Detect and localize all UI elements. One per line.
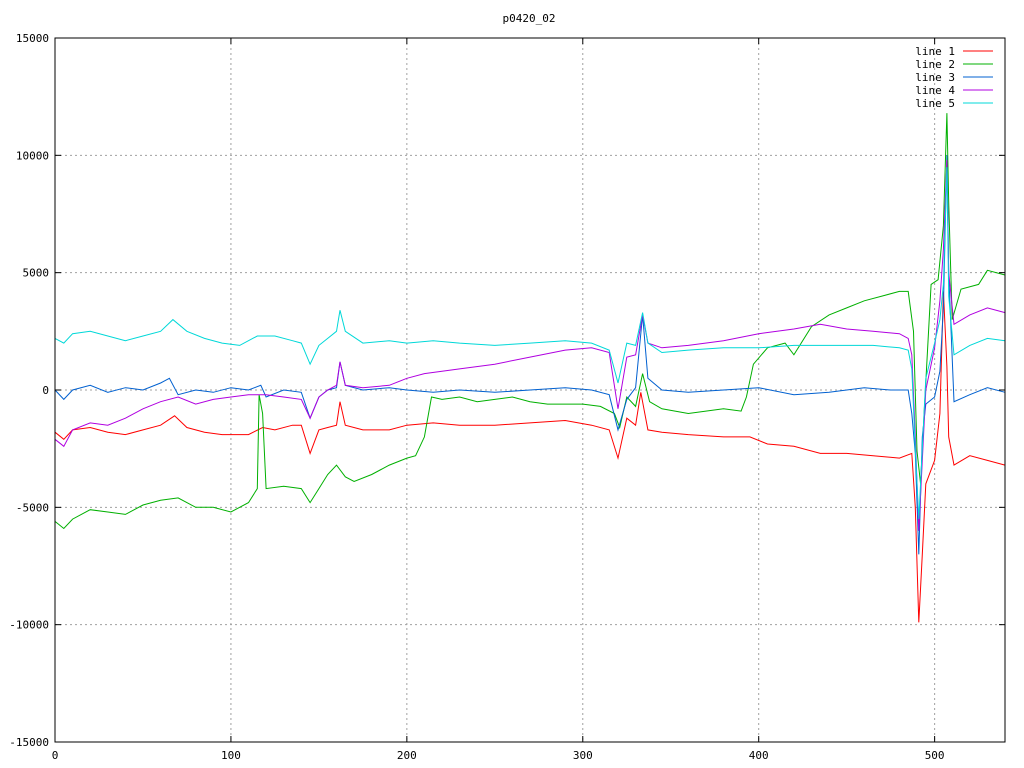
legend-label: line 2 — [915, 58, 955, 71]
y-tick-label: -15000 — [9, 736, 49, 749]
axis-ticks: -15000 -10000 -5000 0 5000 10000 15000 0 100 200 3… — [9, 32, 1005, 762]
legend-label: line 3 — [915, 71, 955, 84]
legend-label: line 5 — [915, 97, 955, 110]
x-tick-label: 400 — [749, 749, 769, 762]
y-tick-label: 5000 — [23, 267, 50, 280]
series-lines — [54, 113, 1006, 623]
x-tick-label: 100 — [221, 749, 241, 762]
y-tick-label: -10000 — [9, 619, 49, 632]
x-tick-label: 0 — [52, 749, 59, 762]
y-tick-label: 15000 — [16, 32, 49, 45]
y-tick-label: 0 — [42, 384, 49, 397]
series-line-5 — [54, 167, 1006, 520]
series-line-1 — [54, 291, 1006, 623]
x-tick-label: 500 — [925, 749, 945, 762]
chart-title: p0420_02 — [503, 12, 556, 25]
x-tick-label: 200 — [397, 749, 417, 762]
grid — [55, 38, 1005, 742]
legend-label: line 4 — [915, 84, 955, 97]
y-tick-label: -5000 — [16, 501, 49, 514]
series-line-3 — [54, 155, 1006, 555]
series-line-4 — [54, 159, 1006, 531]
series-line-2 — [54, 113, 1006, 530]
y-tick-label: 10000 — [16, 149, 49, 162]
x-tick-label: 300 — [573, 749, 593, 762]
legend-label: line 1 — [915, 45, 955, 58]
